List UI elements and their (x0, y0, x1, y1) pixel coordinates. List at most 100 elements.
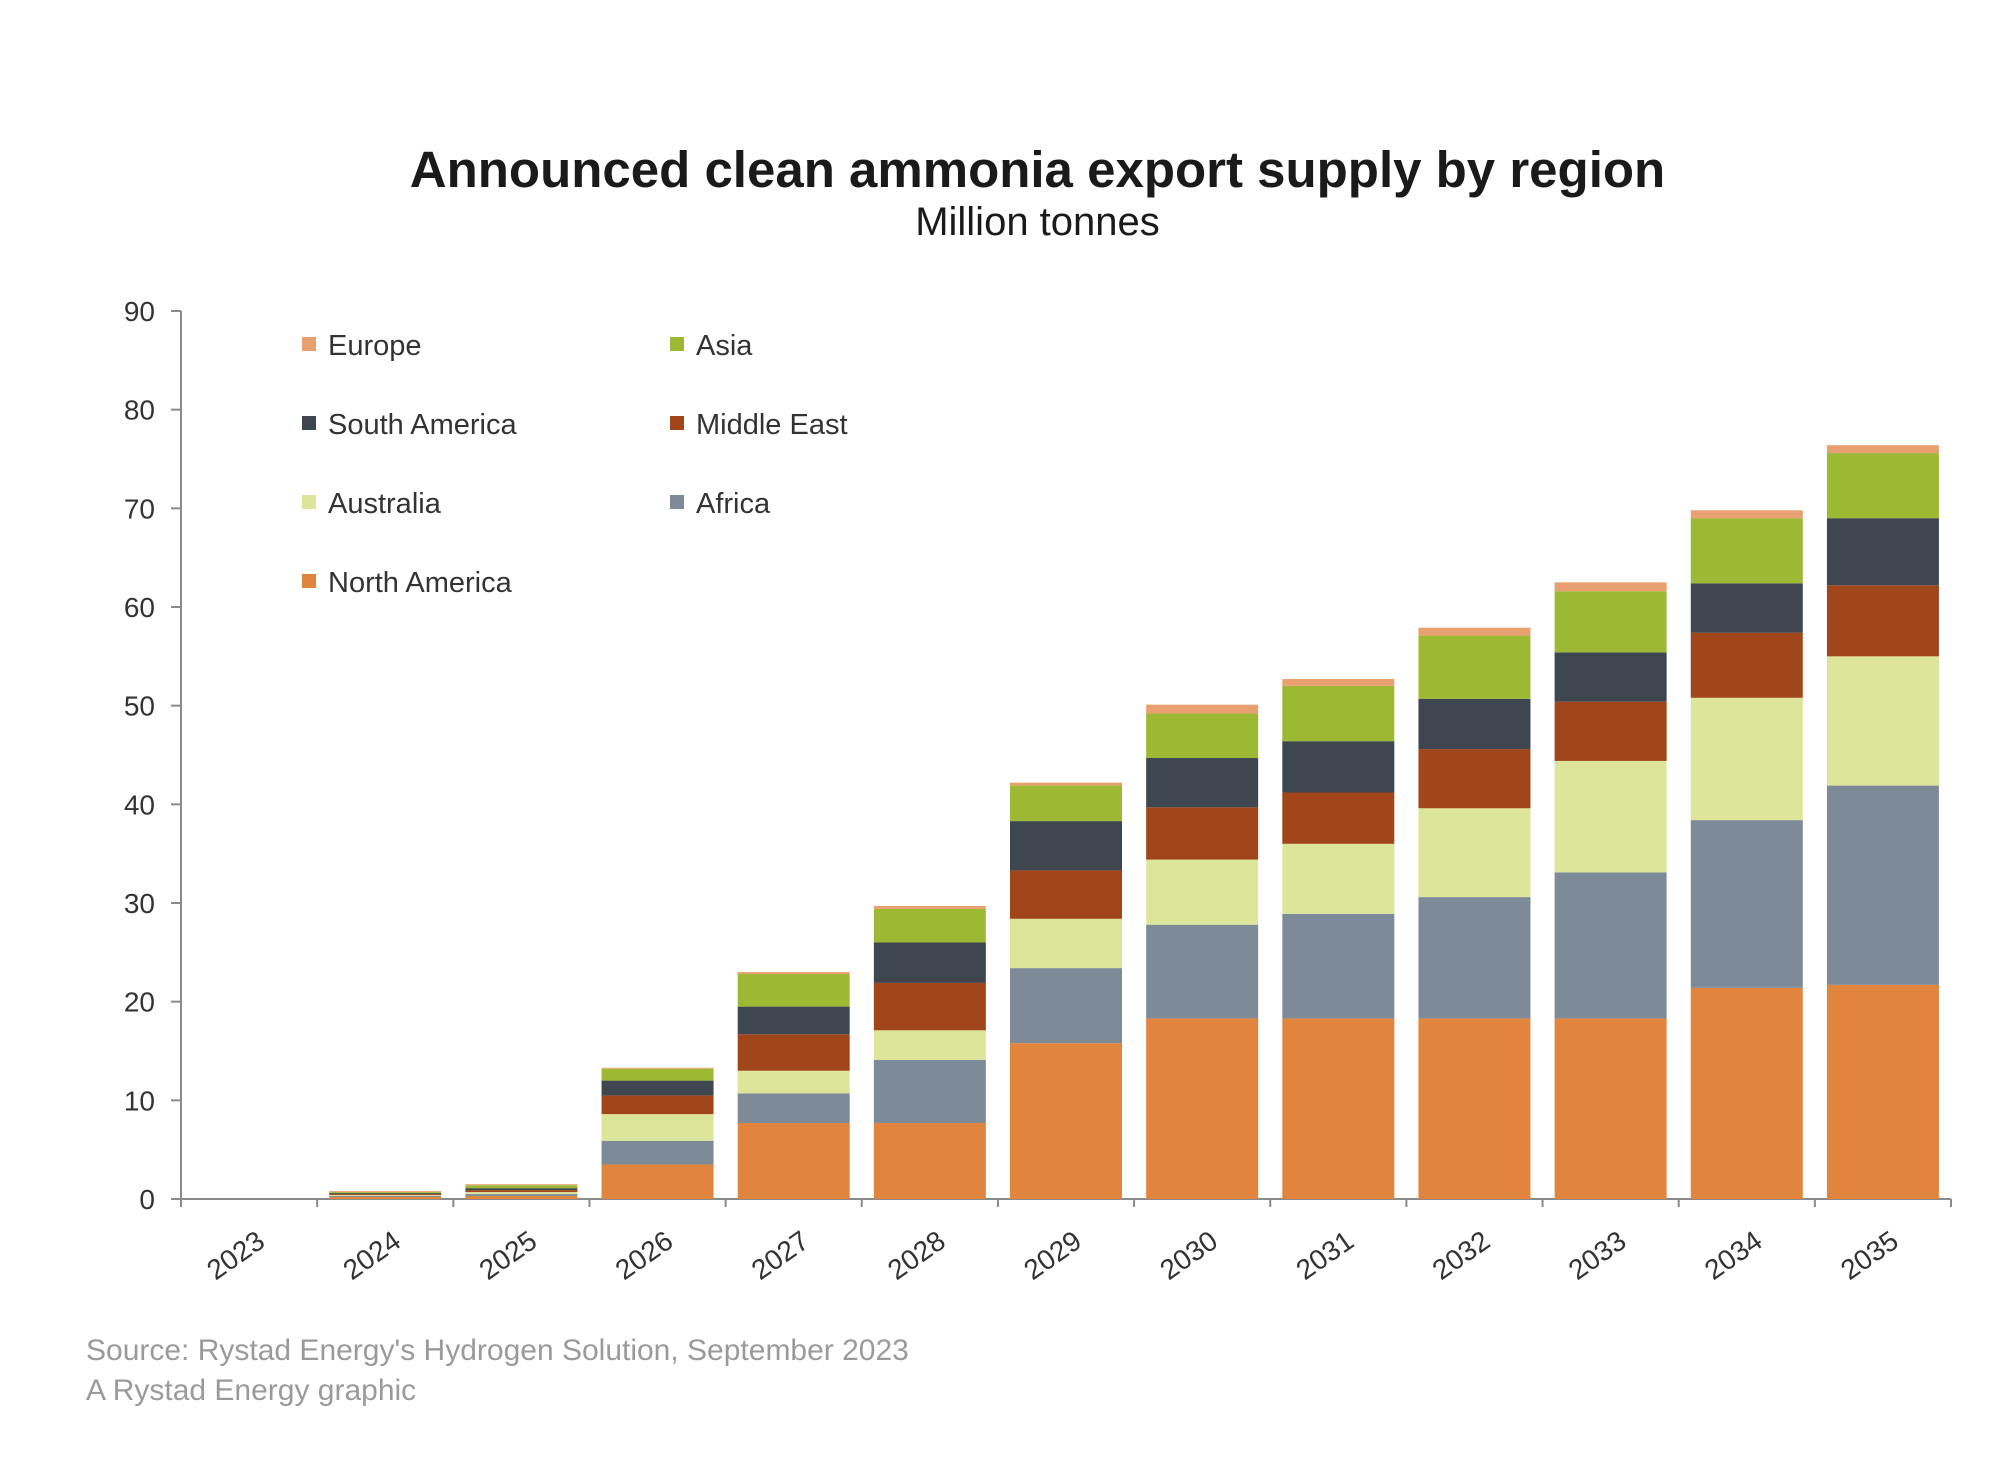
bar-segment (1826, 445, 1939, 454)
y-tick-label: 10 (124, 1085, 155, 1116)
bar-segment (465, 1190, 578, 1193)
bar-segment (465, 1192, 578, 1195)
bar-segment (1554, 701, 1667, 761)
bar-segment (601, 1067, 714, 1069)
legend-label: Europe (328, 330, 422, 362)
bar-segment (873, 1059, 986, 1124)
bar-segment (1146, 757, 1259, 808)
legend-swatch (670, 416, 684, 430)
bar-segment (1418, 897, 1531, 1019)
bar-segment (1146, 859, 1259, 925)
x-tick-label: 2031 (1290, 1225, 1359, 1286)
bar-segment (329, 1193, 442, 1195)
y-tick-label: 80 (124, 395, 155, 426)
bar-segment (1826, 518, 1939, 586)
legend-swatch (670, 495, 684, 509)
y-tick-label: 20 (124, 987, 155, 1018)
bar-segment (873, 1030, 986, 1060)
bar-segment (1826, 785, 1939, 985)
y-tick-label: 40 (124, 789, 155, 820)
bar-segment (1690, 987, 1803, 1199)
bar-segment (1282, 741, 1395, 793)
legend-swatch (302, 495, 316, 509)
bar-segment (601, 1068, 714, 1081)
bar-segment (1690, 583, 1803, 633)
bar-segment (737, 974, 850, 1007)
bar-segment (873, 1123, 986, 1199)
bar-segment (1554, 591, 1667, 653)
bar-segment (465, 1185, 578, 1189)
bar-segment (1282, 913, 1395, 1019)
bar-segment (601, 1140, 714, 1165)
bar-segment (1554, 652, 1667, 702)
bar-segment (1690, 632, 1803, 698)
bar-segment (1010, 918, 1122, 969)
bar-segment (1690, 697, 1803, 821)
y-tick-label: 50 (124, 691, 155, 722)
legend-label: Middle East (696, 409, 848, 441)
x-tick-label: 2029 (1018, 1225, 1087, 1286)
x-tick-label: 2030 (1154, 1225, 1223, 1286)
legend-swatch (302, 416, 316, 430)
bar-segment (1146, 713, 1259, 758)
bar-segment (329, 1195, 442, 1197)
x-tick-label: 2025 (474, 1225, 543, 1286)
bar-segment (1418, 808, 1531, 898)
bar-segment (1010, 870, 1122, 919)
bar-segment (1826, 585, 1939, 657)
bar-segment (1554, 872, 1667, 1019)
bar-segment (873, 942, 986, 983)
y-tick-label: 0 (139, 1184, 155, 1215)
legend-swatch (302, 574, 316, 588)
legend-swatch (670, 337, 684, 351)
bar-segment (329, 1194, 442, 1196)
bar-segment (1826, 984, 1939, 1199)
credit-note: A Rystad Energy graphic (86, 1374, 417, 1407)
bar-segment (1010, 1043, 1122, 1199)
bar-segment (737, 972, 850, 975)
x-tick-label: 2024 (337, 1225, 406, 1286)
bar-segment (1418, 698, 1531, 750)
bar-segment (737, 1070, 850, 1094)
legend-label: Africa (696, 488, 771, 520)
bar-segment (1146, 807, 1259, 860)
bar-segment (873, 905, 986, 909)
bar-segment (1826, 453, 1939, 519)
x-tick-label: 2033 (1563, 1225, 1632, 1286)
bar-segment (329, 1196, 442, 1198)
bar-segment (1282, 1018, 1395, 1199)
bar-segment (601, 1114, 714, 1141)
bar-segment (329, 1192, 442, 1194)
bar-segment (1010, 782, 1122, 786)
bar-segment (1690, 518, 1803, 584)
bar-segment (737, 1006, 850, 1035)
bar-segment (465, 1196, 578, 1199)
x-tick-label: 2032 (1427, 1225, 1496, 1286)
legend-label: Australia (328, 488, 442, 520)
y-tick-label: 70 (124, 493, 155, 524)
bar-segment (601, 1080, 714, 1096)
bar-segment (1282, 679, 1395, 686)
bar-segment (1418, 627, 1531, 636)
bar-segment (737, 1093, 850, 1124)
bar-segment (601, 1095, 714, 1115)
legend-swatch (302, 337, 316, 351)
bar-segment (1418, 635, 1531, 699)
bar-segment (1146, 704, 1259, 714)
x-tick-label: 2028 (882, 1225, 951, 1286)
legend-label: South America (328, 409, 517, 441)
bar-segment (1418, 1018, 1531, 1199)
bar-segment (1146, 1018, 1259, 1199)
x-tick-label: 2027 (746, 1225, 815, 1286)
x-tick-label: 2034 (1699, 1225, 1768, 1286)
x-tick-label: 2035 (1835, 1225, 1904, 1286)
bar-segment (1010, 785, 1122, 822)
bar-segment (1690, 820, 1803, 988)
bar-segment (1282, 685, 1395, 742)
bar-segment (1282, 843, 1395, 914)
bar-segment (465, 1194, 578, 1197)
bar-segment (873, 982, 986, 1031)
bar-segment (329, 1197, 442, 1199)
bar-segment (737, 1034, 850, 1071)
